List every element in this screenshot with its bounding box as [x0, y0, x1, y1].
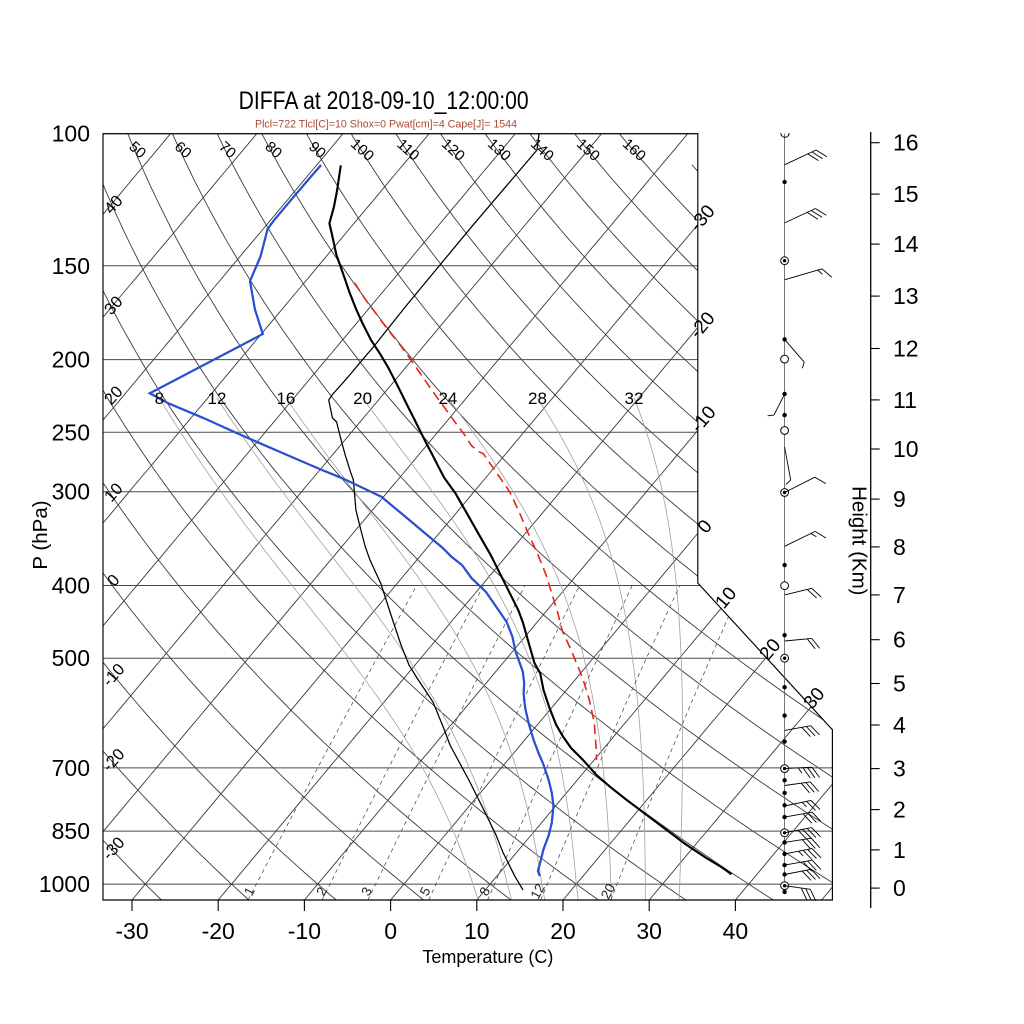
svg-text:14: 14: [893, 231, 919, 257]
svg-text:24: 24: [438, 389, 457, 408]
svg-text:Temperature (C): Temperature (C): [422, 947, 553, 967]
svg-text:6: 6: [893, 627, 906, 653]
svg-text:8: 8: [155, 389, 164, 408]
svg-text:10: 10: [464, 918, 490, 944]
svg-text:20: 20: [353, 389, 372, 408]
svg-text:0: 0: [384, 918, 397, 944]
svg-text:-10: -10: [288, 918, 321, 944]
svg-text:1: 1: [893, 837, 906, 863]
svg-text:300: 300: [52, 479, 90, 505]
svg-text:0: 0: [893, 875, 906, 901]
svg-text:500: 500: [52, 645, 90, 671]
svg-text:20: 20: [598, 881, 618, 901]
svg-text:-20: -20: [202, 918, 235, 944]
svg-text:Plcl=722 Tlcl[C]=10 Shox=0 Pwa: Plcl=722 Tlcl[C]=10 Shox=0 Pwat[cm]=4 Ca…: [255, 119, 517, 131]
svg-text:150: 150: [52, 253, 90, 279]
svg-text:2: 2: [893, 797, 906, 823]
svg-text:700: 700: [52, 755, 90, 781]
svg-text:-30: -30: [115, 918, 148, 944]
svg-text:15: 15: [893, 181, 919, 207]
svg-text:12: 12: [893, 336, 919, 362]
svg-text:30: 30: [636, 918, 662, 944]
svg-text:400: 400: [52, 573, 90, 599]
svg-text:28: 28: [528, 389, 547, 408]
svg-text:5: 5: [893, 671, 906, 697]
svg-text:200: 200: [52, 347, 90, 373]
svg-text:12: 12: [208, 389, 227, 408]
svg-text:4: 4: [893, 712, 906, 738]
svg-text:12: 12: [528, 881, 548, 901]
svg-text:3: 3: [893, 756, 906, 782]
svg-text:DIFFA at 2018-09-10_12:00:00: DIFFA at 2018-09-10_12:00:00: [239, 87, 529, 115]
svg-text:250: 250: [52, 419, 90, 445]
svg-text:13: 13: [893, 283, 919, 309]
svg-text:16: 16: [276, 389, 295, 408]
svg-text:9: 9: [893, 486, 906, 512]
svg-text:1000: 1000: [39, 871, 90, 897]
svg-text:40: 40: [723, 918, 749, 944]
svg-text:10: 10: [893, 436, 919, 462]
svg-text:20: 20: [550, 918, 576, 944]
svg-text:850: 850: [52, 818, 90, 844]
svg-text:16: 16: [893, 130, 919, 156]
svg-text:8: 8: [893, 534, 906, 560]
svg-text:P (hPa): P (hPa): [29, 500, 52, 569]
svg-text:7: 7: [893, 582, 906, 608]
svg-text:100: 100: [52, 121, 90, 147]
svg-text:11: 11: [893, 387, 917, 413]
svg-text:Height (Km): Height (Km): [848, 486, 871, 595]
svg-text:32: 32: [625, 389, 644, 408]
